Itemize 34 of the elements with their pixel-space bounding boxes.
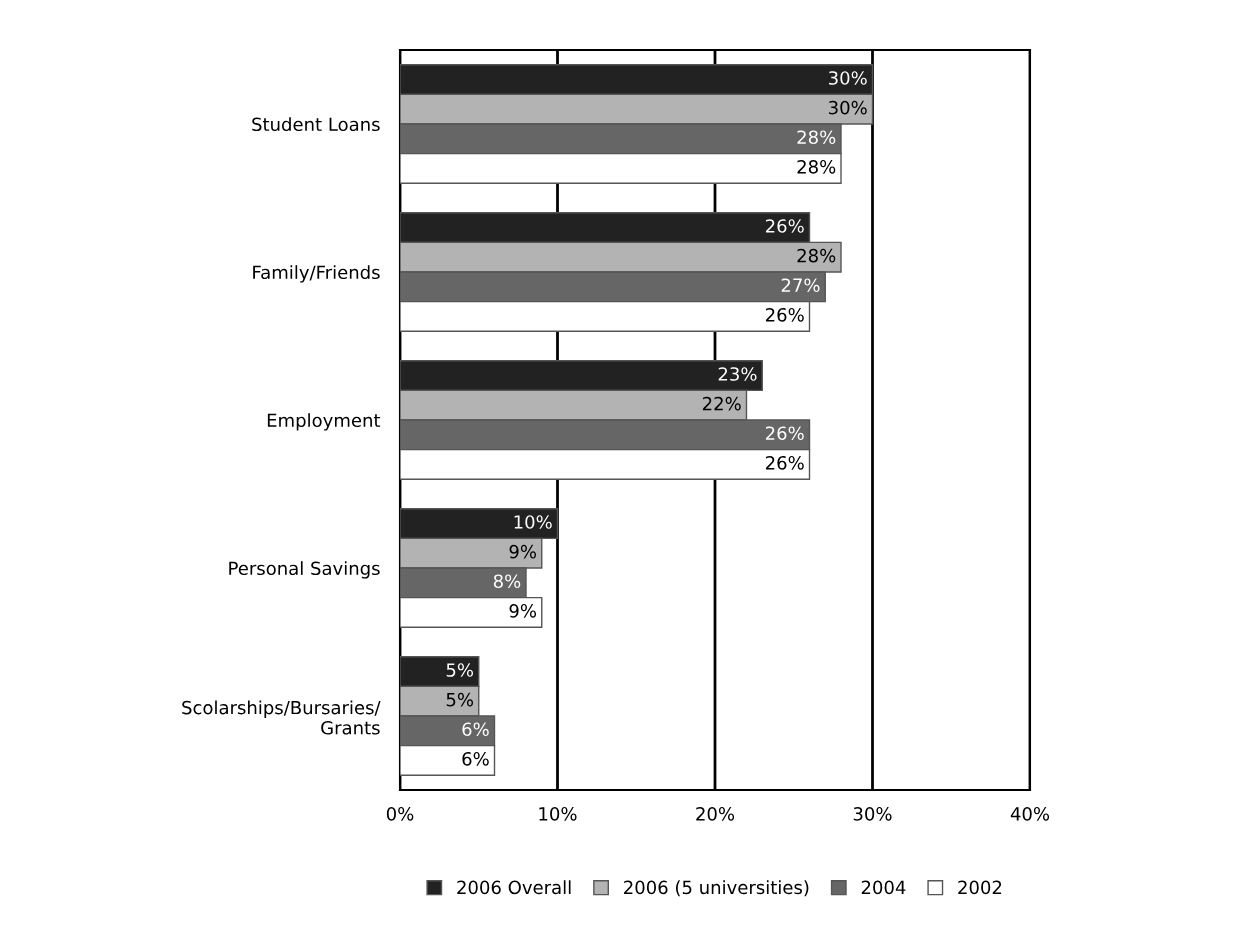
x-tick-label: 0% xyxy=(386,806,414,821)
data-label: 6% xyxy=(462,751,489,766)
data-label: 5% xyxy=(446,663,474,677)
data-label: 28% xyxy=(797,159,836,174)
x-tick-label: 30% xyxy=(853,806,892,821)
y-tick-label: Employment xyxy=(267,413,381,431)
data-label: 26% xyxy=(765,219,804,233)
legend-label: 2006 Overall xyxy=(457,880,571,895)
x-tick-label: 40% xyxy=(1010,806,1050,821)
legend-label: 2002 xyxy=(958,880,1002,895)
data-label: 27% xyxy=(781,278,820,293)
data-label: 10% xyxy=(514,515,552,529)
data-label: 8% xyxy=(493,574,521,589)
y-tick-label: Personal Savings xyxy=(229,561,380,579)
x-tick-label: 20% xyxy=(696,806,735,821)
data-label: 30% xyxy=(829,100,867,115)
data-label: 22% xyxy=(702,396,741,411)
y-tick-label: Scolarships/Bursaries/ Grants xyxy=(182,700,381,735)
data-label: 23% xyxy=(718,367,757,381)
legend-label: 2004 xyxy=(861,880,906,895)
data-label: 28% xyxy=(797,248,836,263)
data-label: 5% xyxy=(446,692,474,707)
y-tick-label: Student Loans xyxy=(252,117,380,132)
data-label: 26% xyxy=(765,426,804,441)
data-label: 6% xyxy=(462,722,489,737)
x-tick-label: 10% xyxy=(539,806,577,821)
data-label: 9% xyxy=(509,544,537,559)
data-label: 28% xyxy=(797,130,836,145)
legend-label: 2006 (5 universities) xyxy=(624,880,809,897)
data-label: 9% xyxy=(509,603,537,618)
y-tick-label: Family/Friends xyxy=(253,265,380,283)
data-label: 26% xyxy=(765,307,804,322)
data-label: 26% xyxy=(765,455,804,470)
data-label: 30% xyxy=(829,71,867,85)
